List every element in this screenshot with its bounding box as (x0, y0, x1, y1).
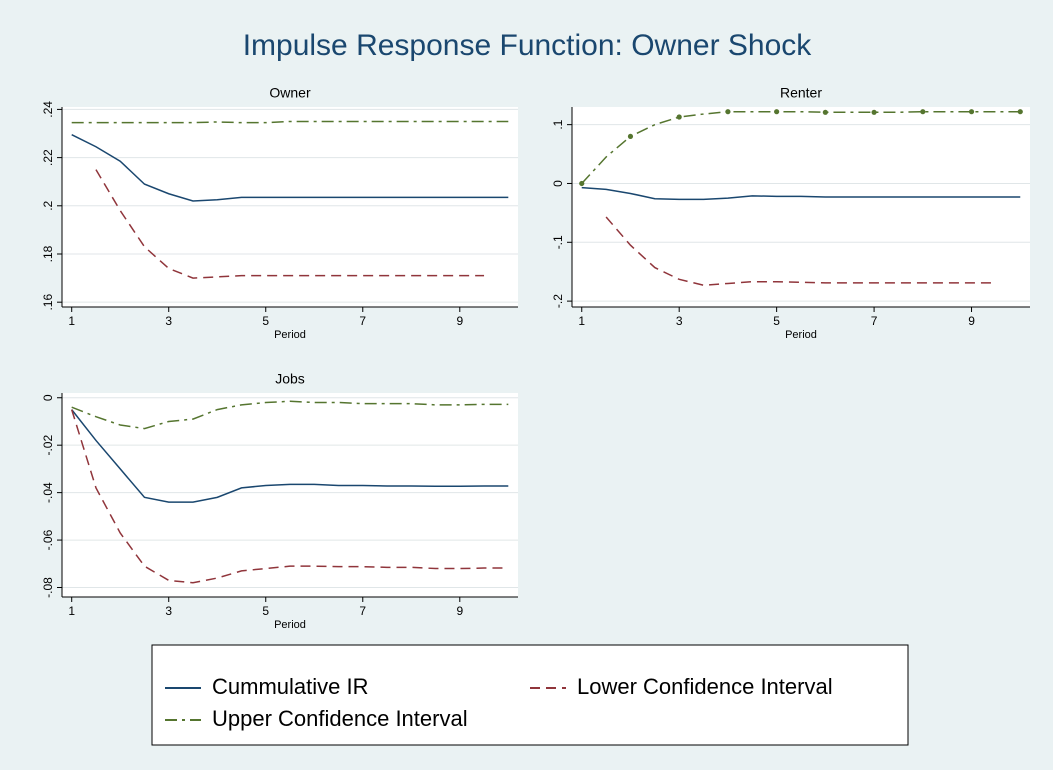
x-tick-label: 3 (165, 314, 172, 328)
x-tick-label: 7 (359, 314, 366, 328)
legend-label: Lower Confidence Interval (577, 674, 833, 699)
y-tick-label: .22 (41, 149, 55, 166)
series-marker (627, 133, 634, 140)
series-line (581, 186, 1021, 201)
y-tick-label: -.02 (41, 435, 55, 456)
series-marker (871, 109, 877, 115)
x-tick-label: 9 (968, 314, 975, 328)
y-tick-label: -.2 (551, 294, 565, 308)
legend-label: Upper Confidence Interval (212, 706, 468, 731)
panel-title: Renter (780, 85, 822, 101)
x-axis-label: Period (274, 619, 306, 631)
y-tick-label: -.06 (41, 529, 55, 550)
series-marker (579, 180, 585, 187)
series-line (581, 110, 1021, 184)
panel-title: Owner (269, 85, 311, 101)
y-tick-label: .2 (41, 200, 55, 210)
x-tick-label: 5 (262, 604, 269, 618)
series-line (71, 409, 509, 503)
y-tick-label: .16 (41, 294, 55, 311)
y-tick-label: -.04 (41, 482, 55, 503)
x-tick-label: 3 (165, 604, 172, 618)
series-marker (920, 109, 926, 115)
plot-area (62, 107, 518, 307)
series-line (71, 120, 509, 124)
legend-box (151, 644, 909, 746)
y-tick-label: .18 (41, 245, 55, 262)
x-tick-label: 3 (676, 314, 683, 328)
figure-title: Impulse Response Function: Owner Shock (243, 29, 813, 62)
x-tick-label: 9 (456, 604, 463, 618)
series-marker (725, 109, 731, 115)
series-line (95, 169, 485, 279)
x-tick-label: 5 (262, 314, 269, 328)
x-axis-label: Period (785, 329, 817, 341)
y-tick-label: .1 (551, 119, 565, 129)
x-tick-label: 1 (68, 314, 75, 328)
series-marker (676, 114, 682, 120)
legend-label: Cummulative IR (212, 674, 368, 699)
series-marker (968, 109, 975, 115)
series-line (605, 216, 996, 286)
series-line (70, 409, 509, 584)
panel-title: Jobs (275, 371, 305, 387)
series-marker (1017, 109, 1023, 115)
y-tick-label: -.08 (41, 577, 55, 598)
plot-area (572, 107, 1030, 307)
x-tick-label: 1 (578, 314, 585, 328)
y-tick-label: 0 (41, 394, 55, 401)
series-line (71, 400, 509, 430)
x-tick-label: 7 (871, 314, 878, 328)
x-tick-label: 9 (456, 314, 463, 328)
x-axis-label: Period (274, 329, 306, 341)
series-line (71, 134, 509, 202)
y-tick-label: 0 (551, 180, 565, 187)
series-marker (774, 109, 780, 115)
x-tick-label: 1 (68, 604, 75, 618)
y-tick-label: .24 (41, 101, 55, 118)
y-tick-label: -.1 (551, 235, 565, 249)
series-marker (822, 109, 828, 115)
x-tick-label: 5 (773, 314, 780, 328)
x-tick-label: 7 (359, 604, 366, 618)
